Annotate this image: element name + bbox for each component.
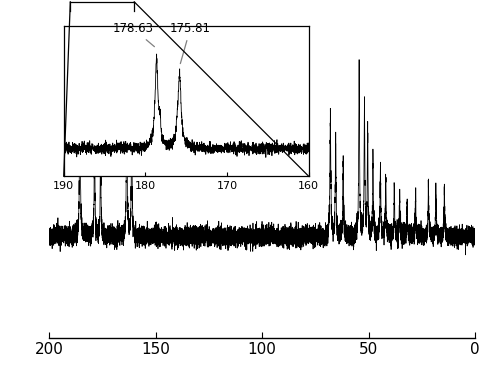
Text: 175.81: 175.81 [170,22,211,64]
Text: 178.63: 178.63 [113,22,154,46]
